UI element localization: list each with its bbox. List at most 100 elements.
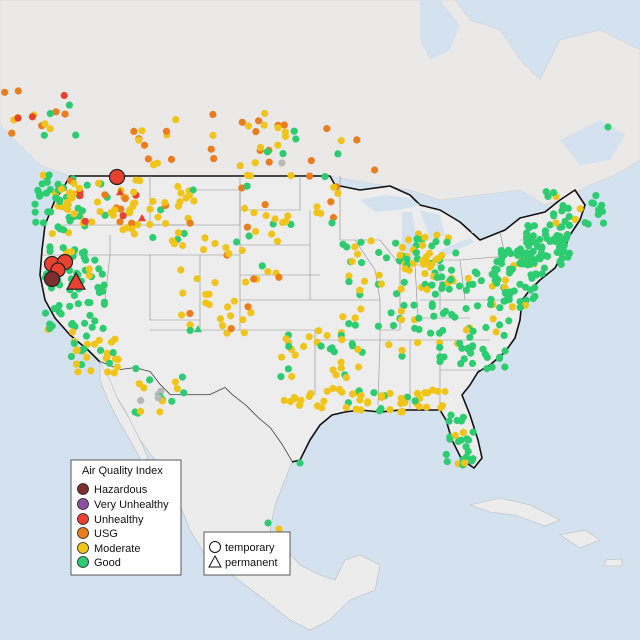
monitor-marker: [292, 135, 300, 143]
monitor-marker: [321, 173, 329, 181]
monitor-marker: [70, 339, 78, 347]
monitor-marker: [385, 341, 393, 349]
monitor-marker: [496, 321, 504, 329]
monitor-marker: [542, 252, 550, 260]
monitor-marker: [209, 131, 217, 139]
monitor-marker: [357, 392, 365, 400]
hispaniola: [559, 529, 601, 549]
monitor-marker: [280, 396, 288, 405]
monitor-marker: [41, 309, 50, 317]
monitor-marker: [427, 329, 435, 337]
monitor-marker: [57, 185, 66, 193]
monitor-marker: [506, 265, 514, 273]
monitor-marker: [44, 208, 52, 216]
monitor-marker: [441, 387, 449, 396]
monitor-marker: [72, 131, 80, 139]
monitor-marker: [500, 297, 508, 305]
monitor-marker: [538, 244, 546, 252]
monitor-marker: [140, 141, 149, 149]
monitor-marker: [264, 519, 272, 527]
monitor-marker: [76, 192, 84, 200]
monitor-marker: [95, 336, 103, 344]
monitor-marker: [82, 256, 90, 264]
monitor-marker: [415, 325, 423, 334]
monitor-marker: [354, 345, 362, 353]
monitor-marker: [516, 280, 524, 288]
monitor-marker: [101, 191, 109, 199]
unhealthy-swatch-icon: [77, 513, 89, 525]
monitor-marker: [273, 237, 282, 245]
monitor-marker: [464, 344, 472, 352]
monitor-marker: [329, 384, 337, 392]
monitor-marker: [258, 262, 266, 270]
monitor-marker: [111, 335, 119, 343]
monitor-marker: [179, 289, 187, 297]
monitor-marker: [96, 346, 105, 354]
monitor-marker: [410, 301, 418, 309]
monitor-marker: [358, 259, 366, 267]
monitor-marker: [236, 162, 244, 170]
monitor-marker: [563, 231, 571, 239]
monitor-marker: [432, 238, 440, 246]
monitor-marker: [40, 131, 48, 139]
monitor-marker: [431, 290, 439, 298]
aqi-legend-moderate: Moderate: [77, 542, 140, 555]
aqi-legend-label: USG: [94, 528, 118, 540]
monitor-marker: [469, 428, 477, 436]
monitor-marker: [261, 109, 269, 118]
monitor-marker: [351, 243, 359, 251]
monitor-marker: [1, 88, 9, 96]
monitor-marker: [504, 246, 512, 254]
monitor-marker: [156, 408, 164, 416]
monitor-marker: [353, 136, 361, 144]
monitor-marker: [516, 303, 524, 311]
monitor-marker: [454, 437, 462, 446]
monitor-marker: [66, 217, 74, 225]
monitor-marker: [305, 392, 313, 400]
monitor-marker: [100, 281, 108, 289]
monitor-marker: [354, 363, 363, 371]
monitor-legend-box: [203, 531, 291, 576]
monitor-marker: [535, 253, 543, 261]
monitor-marker: [100, 300, 108, 308]
monitor-marker: [354, 250, 362, 258]
monitor-marker: [233, 238, 241, 246]
monitor-marker: [421, 389, 429, 397]
monitor-marker: [287, 172, 295, 180]
monitor-marker: [32, 218, 40, 226]
monitor-marker: [452, 249, 460, 257]
monitor-marker: [323, 387, 331, 395]
monitor-marker: [95, 179, 103, 187]
monitor-marker: [224, 303, 232, 311]
monitor-marker: [291, 394, 299, 403]
monitor-marker: [171, 378, 179, 386]
monitor-marker: [464, 274, 472, 282]
monitor-marker: [68, 320, 76, 328]
hazardous-swatch-icon: [77, 483, 89, 495]
monitor-marker: [149, 197, 157, 205]
monitor-marker: [334, 150, 342, 158]
monitor-marker: [157, 387, 165, 395]
monitor-marker: [375, 248, 383, 257]
monitor-marker: [462, 305, 470, 313]
monitor-marker: [469, 455, 477, 463]
monitor-marker: [447, 411, 455, 419]
monitor-marker: [550, 235, 558, 243]
monitor-marker: [348, 340, 356, 348]
monitor-marker: [146, 205, 154, 213]
monitor-marker: [296, 459, 304, 467]
monitor-marker: [172, 116, 180, 124]
monitor-marker: [465, 280, 473, 289]
monitor-marker: [95, 265, 103, 273]
monitor-marker: [403, 393, 411, 401]
monitor-marker: [464, 447, 472, 456]
monitor-marker: [8, 129, 16, 137]
monitor-marker: [161, 198, 169, 207]
monitor-marker: [462, 286, 470, 294]
monitor-marker: [443, 238, 451, 246]
monitor-marker: [576, 205, 584, 213]
monitor-marker: [433, 273, 441, 282]
monitor-marker: [138, 127, 146, 135]
monitor-marker: [98, 270, 106, 278]
monitor-marker: [419, 241, 427, 249]
